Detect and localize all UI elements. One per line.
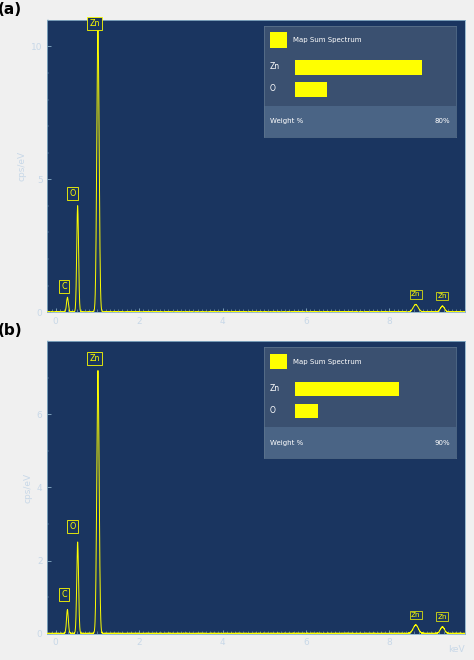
Text: keV: keV [448, 645, 465, 654]
Text: O: O [69, 189, 76, 198]
Text: O: O [69, 522, 76, 531]
Text: Zn: Zn [411, 612, 420, 618]
Y-axis label: cps/eV: cps/eV [24, 473, 33, 502]
Text: Zn: Zn [89, 354, 100, 363]
Text: C: C [61, 590, 67, 599]
Text: (a): (a) [0, 2, 21, 17]
Text: Zn: Zn [411, 291, 420, 298]
Text: Zn: Zn [438, 614, 447, 620]
Text: (b): (b) [0, 323, 22, 339]
Text: Zn: Zn [89, 18, 100, 28]
Text: C: C [61, 282, 67, 291]
Text: Zn: Zn [438, 293, 447, 299]
Y-axis label: cps/eV: cps/eV [18, 151, 27, 181]
